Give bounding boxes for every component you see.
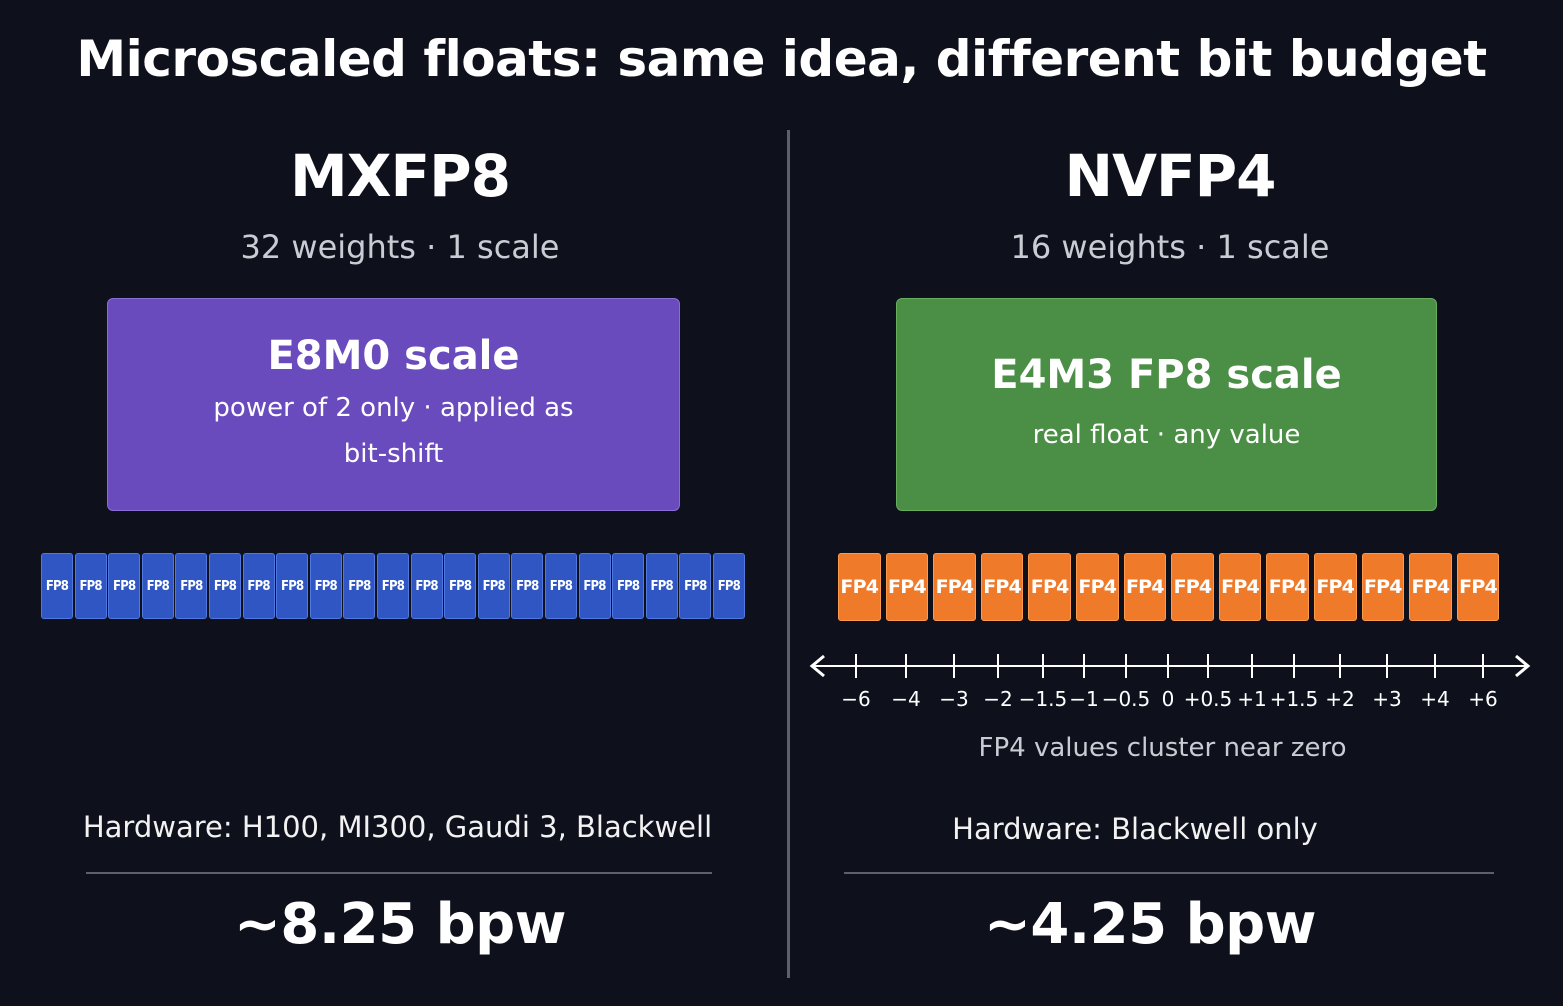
axis-tick-label: +3 <box>1372 687 1401 711</box>
fp8-weight-cell: FP8 <box>343 553 376 619</box>
fp8-weight-cell: FP8 <box>74 553 107 619</box>
fp4-value-axis: −6 −4 −3 −2 −1.5 −1 −0.5 0 +0.5 +1 +1.5 +2 +3 +4 +6 <box>809 654 1531 711</box>
e4m3-scale-line1: real float · any value <box>1032 419 1301 450</box>
axis-left-arrow-icon <box>809 654 825 678</box>
axis-tick-label: +1 <box>1237 687 1266 711</box>
vertical-divider <box>787 130 790 978</box>
fp4-weight-cells: FP4 FP4 FP4 FP4 FP4 FP4 FP4 FP4 FP4 FP4 FP4 FP4 FP4 F… <box>838 553 1504 621</box>
axis-tick-label: −2 <box>983 687 1012 711</box>
mxfp8-hardware: Hardware: H100, MI300, Gaudi 3, Blackwel… <box>82 810 713 844</box>
fp4-weight-cell: FP4 <box>1409 553 1452 621</box>
axis-tick-label: +1.5 <box>1270 687 1319 711</box>
fp8-weight-cell: FP8 <box>477 553 510 619</box>
axis-tick-label: +6 <box>1468 687 1497 711</box>
axis-tick-label: −0.5 <box>1102 687 1151 711</box>
axis-tick-label: +0.5 <box>1184 687 1233 711</box>
mxfp8-separator <box>86 872 712 874</box>
fp4-weight-cell: FP4 <box>1218 553 1262 621</box>
fp8-weight-cell: FP8 <box>208 553 241 619</box>
axis-tick-label: +4 <box>1420 687 1449 711</box>
fp8-weight-cell: FP8 <box>410 553 443 619</box>
axis-tick-label: −3 <box>939 687 968 711</box>
fp4-weight-cell: FP4 <box>933 553 976 621</box>
e8m0-scale-line2: bit-shift <box>343 438 444 469</box>
fp4-weight-cell: FP4 <box>1123 553 1167 621</box>
fp8-weight-cell: FP8 <box>612 553 645 619</box>
axis-tick-label: −1.5 <box>1019 687 1068 711</box>
fp4-weight-cell: FP4 <box>1171 553 1214 621</box>
fp4-weight-cell: FP4 <box>1028 553 1071 621</box>
fp8-weight-cell: FP8 <box>511 553 544 619</box>
axis-tick-label: −4 <box>891 687 920 711</box>
mxfp8-subtitle: 32 weights · 1 scale <box>240 228 560 266</box>
fp8-weight-cell: FP8 <box>41 553 73 619</box>
axis-tick-label: +2 <box>1325 687 1354 711</box>
fp4-weight-cell: FP4 <box>1456 553 1500 621</box>
fp8-weight-cell: FP8 <box>444 553 477 619</box>
fp4-weight-cell: FP4 <box>980 553 1024 621</box>
mxfp8-bpw: ~8.25 bpw <box>234 892 567 957</box>
fp4-weight-cell: FP4 <box>838 553 881 621</box>
nvfp4-title: NVFP4 <box>1064 142 1277 210</box>
fp8-weight-cell: FP8 <box>679 553 712 619</box>
fp4-weight-cell: FP4 <box>1266 553 1309 621</box>
nvfp4-separator <box>844 872 1494 874</box>
fp8-weight-cell: FP8 <box>309 553 342 619</box>
fp8-weight-cell: FP8 <box>578 553 611 619</box>
fp8-weight-cell: FP8 <box>645 553 678 619</box>
fp8-weight-cell: FP8 <box>712 553 745 619</box>
nvfp4-bpw: ~4.25 bpw <box>984 892 1317 957</box>
axis-tick-label: 0 <box>1162 687 1175 711</box>
nvfp4-subtitle: 16 weights · 1 scale <box>1010 228 1330 266</box>
axis-tick-label: −1 <box>1069 687 1098 711</box>
fp8-weight-cells: FP8 FP8 FP8 FP8 FP8 FP8 FP8 FP8 FP8 FP8 FP8 FP8 FP8 F… <box>41 553 746 619</box>
main-title: Microscaled floats: same idea, different… <box>76 30 1487 88</box>
e4m3-scale-title: E4M3 FP8 scale <box>991 351 1342 398</box>
axis-caption: FP4 values cluster near zero <box>978 733 1347 763</box>
e4m3-scale-box: E4M3 FP8 scale real float · any value <box>896 298 1437 511</box>
fp8-weight-cell: FP8 <box>141 553 174 619</box>
fp8-weight-cell: FP8 <box>242 553 275 619</box>
fp4-weight-cell: FP4 <box>885 553 929 621</box>
fp8-weight-cell: FP8 <box>376 553 409 619</box>
axis-tick-label: −6 <box>841 687 870 711</box>
nvfp4-hardware: Hardware: Blackwell only <box>952 812 1318 846</box>
fp4-weight-cell: FP4 <box>1075 553 1119 621</box>
e8m0-scale-box: E8M0 scale power of 2 only · applied as … <box>107 298 680 511</box>
fp4-weight-cell: FP4 <box>1313 553 1357 621</box>
fp8-weight-cell: FP8 <box>175 553 208 619</box>
e8m0-scale-title: E8M0 scale <box>267 332 520 379</box>
e8m0-scale-line1: power of 2 only · applied as <box>213 392 574 423</box>
fp4-weight-cell: FP4 <box>1361 553 1405 621</box>
fp8-weight-cell: FP8 <box>544 553 577 619</box>
axis-right-arrow-icon <box>1515 654 1531 678</box>
mxfp8-title: MXFP8 <box>290 142 511 210</box>
fp8-weight-cell: FP8 <box>276 553 309 619</box>
fp8-weight-cell: FP8 <box>108 553 141 619</box>
